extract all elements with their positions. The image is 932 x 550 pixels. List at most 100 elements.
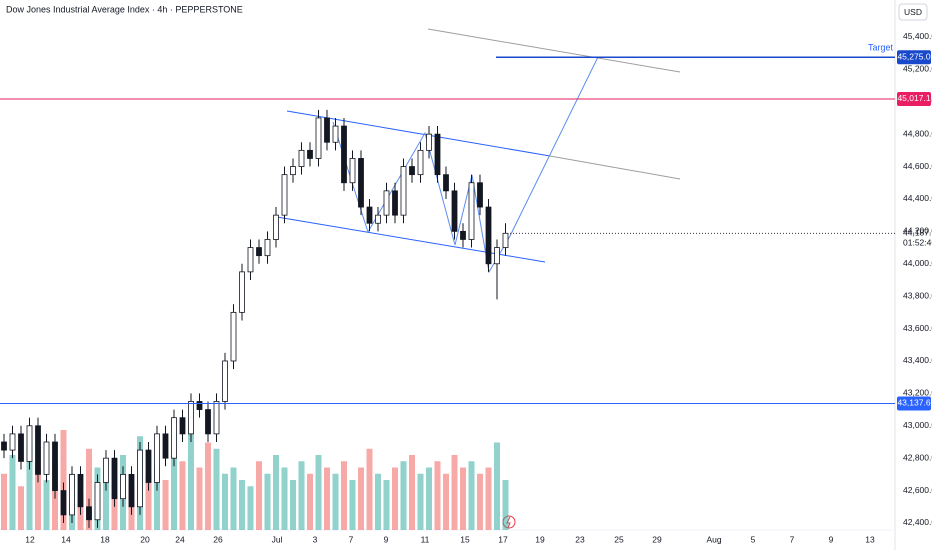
- volume-bar: [460, 467, 466, 530]
- x-tick-label: 26: [213, 534, 223, 544]
- trend-line: [427, 28, 681, 73]
- y-tick-label: 42,400.0: [903, 517, 932, 527]
- x-tick-label: 15: [460, 534, 470, 544]
- volume-bar: [332, 473, 339, 530]
- volume-bar: [171, 455, 177, 530]
- candle-body: [460, 230, 466, 240]
- x-tick-label: 5: [751, 534, 756, 544]
- candle-body: [239, 271, 245, 313]
- candle-body: [128, 473, 135, 508]
- volume-bar: [18, 486, 24, 530]
- y-tick-label: 43,600.0: [903, 323, 932, 333]
- price-tag-label: 43,137.6: [897, 398, 930, 408]
- volume-bar: [179, 461, 186, 530]
- channel-lower: [276, 216, 546, 263]
- y-tick-label: 43,000.0: [903, 420, 932, 430]
- candle-body: [434, 133, 441, 176]
- price-tag-label: 45,275.0: [897, 51, 930, 61]
- price-tag: [897, 91, 931, 106]
- x-tick-label: 7: [790, 534, 795, 544]
- candle-body: [69, 473, 75, 516]
- volume-bar: [222, 473, 228, 530]
- candle-body: [383, 190, 390, 216]
- candle-body: [154, 433, 160, 483]
- candle-body: [230, 311, 237, 362]
- y-tick-label: 43,400.0: [903, 355, 932, 365]
- volume-bar: [426, 467, 432, 530]
- volume-bar: [375, 473, 381, 530]
- volume-bar: [154, 467, 160, 530]
- currency-box[interactable]: [898, 3, 928, 21]
- candle-body: [86, 506, 92, 521]
- candle-body: [188, 401, 194, 435]
- candle-body: [443, 174, 449, 192]
- volume-bar: [494, 442, 500, 530]
- candle-body: [332, 125, 339, 143]
- candle-body: [451, 190, 458, 232]
- candle-body: [171, 417, 177, 459]
- candle-body: [324, 117, 330, 143]
- candle-body: [120, 473, 126, 500]
- volume-bar: [1, 473, 7, 530]
- candle-body: [111, 457, 118, 500]
- candle-body: [281, 174, 288, 216]
- volume-bar: [366, 448, 373, 530]
- channel-upper: [286, 110, 551, 157]
- trend-line: [549, 155, 681, 180]
- currency: USD: [904, 7, 922, 17]
- candle-body: [1, 441, 7, 451]
- candle-body: [52, 441, 58, 491]
- y-tick-label: 44,400.0: [903, 193, 932, 203]
- candle-body: [366, 206, 373, 224]
- candle-body: [307, 149, 313, 159]
- candle-body: [400, 166, 407, 216]
- x-tick-label: 24: [175, 534, 185, 544]
- x-tick-label: Aug: [706, 534, 721, 544]
- candle-body: [273, 214, 279, 240]
- countdown: 01:52:46: [903, 238, 932, 248]
- candle-body: [179, 417, 186, 435]
- candle-body: [494, 247, 500, 265]
- volume-bar: [9, 455, 16, 530]
- volume-bar: [86, 448, 92, 530]
- volume-bar: [196, 467, 203, 530]
- candle-body: [35, 425, 41, 475]
- x-tick-label: 29: [652, 534, 662, 544]
- candle-body: [358, 158, 364, 208]
- volume-bar: [383, 480, 390, 530]
- volume-bar: [103, 480, 109, 530]
- x-tick-label: 14: [61, 534, 71, 544]
- volume-bar: [43, 480, 50, 530]
- volume-bar: [485, 467, 492, 530]
- candle-body: [298, 149, 305, 167]
- candle-body: [205, 409, 211, 435]
- volume-bar: [358, 467, 364, 530]
- volume-bar: [213, 448, 220, 530]
- volume-bar: [162, 480, 169, 530]
- volume-bar: [145, 473, 152, 530]
- drawings: [276, 28, 681, 274]
- candle-body: [485, 206, 492, 265]
- candle-body: [256, 247, 262, 257]
- x-tick-label: 25: [614, 534, 624, 544]
- y-tick-label: 43,200.0: [903, 388, 932, 398]
- y-tick-label: 42,800.0: [903, 452, 932, 462]
- candle-body: [341, 125, 347, 184]
- candle-body: [426, 133, 432, 151]
- last-price-label: 44,187.9: [903, 228, 932, 238]
- volume-bar: [247, 486, 254, 530]
- candle-body: [222, 360, 228, 402]
- candle-body: [409, 166, 415, 176]
- volume-bar: [468, 461, 475, 530]
- volume-bar: [324, 467, 330, 530]
- price-tag: [897, 396, 931, 411]
- x-tick-label: 7: [349, 534, 354, 544]
- volume-bar: [417, 473, 424, 530]
- volume-bar: [502, 480, 509, 530]
- candle-body: [145, 449, 152, 483]
- candle-body: [502, 232, 509, 248]
- x-tick-label: 12: [25, 534, 35, 544]
- y-tick-label: 44,000.0: [903, 258, 932, 268]
